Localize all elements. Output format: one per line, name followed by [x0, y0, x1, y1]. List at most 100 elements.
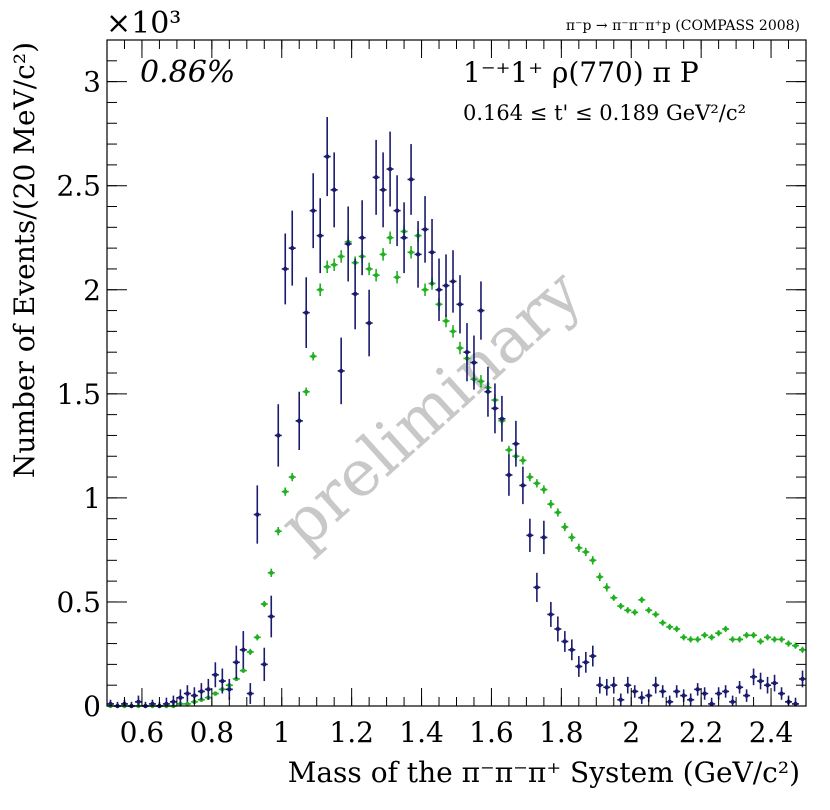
- marker: [681, 693, 686, 698]
- data-point-navy: [470, 335, 478, 390]
- marker: [450, 279, 456, 284]
- marker: [758, 678, 763, 684]
- marker: [185, 691, 190, 696]
- data-point-green: [729, 636, 737, 643]
- data-point-navy: [260, 647, 268, 682]
- data-point-navy: [764, 676, 772, 694]
- data-point-navy: [708, 697, 716, 707]
- marker: [457, 302, 463, 307]
- marker: [422, 227, 428, 232]
- marker: [478, 379, 484, 384]
- marker: [674, 689, 679, 694]
- marker: [506, 447, 512, 453]
- data-point-green: [372, 268, 380, 282]
- marker: [262, 662, 267, 667]
- data-point-green: [274, 527, 282, 536]
- data-point-green: [316, 283, 324, 296]
- data-point-green: [645, 607, 653, 614]
- marker: [569, 647, 575, 653]
- marker: [555, 626, 561, 632]
- data-point-navy: [778, 687, 786, 700]
- marker: [793, 643, 798, 648]
- marker: [429, 250, 435, 255]
- marker: [646, 693, 651, 698]
- marker: [667, 624, 672, 630]
- marker: [317, 287, 323, 292]
- marker: [380, 187, 386, 193]
- marker: [338, 368, 344, 374]
- data-point-green: [393, 271, 401, 284]
- data-point-green: [449, 325, 457, 338]
- marker: [716, 630, 721, 636]
- x-tick-label: 2.4: [749, 716, 794, 749]
- marker: [269, 570, 274, 575]
- data-point-green: [603, 583, 611, 592]
- data-point-navy: [582, 651, 590, 673]
- marker: [744, 693, 749, 698]
- data-point-green: [533, 479, 541, 488]
- data-point-navy: [225, 678, 233, 700]
- data-point-navy: [379, 152, 387, 228]
- data-point-navy: [148, 699, 156, 707]
- marker: [408, 250, 414, 255]
- marker: [660, 620, 665, 625]
- data-point-green: [659, 619, 667, 626]
- marker: [737, 637, 742, 642]
- marker: [618, 603, 623, 609]
- data-point-navy: [386, 131, 394, 207]
- marker: [520, 458, 526, 463]
- marker: [394, 275, 400, 280]
- data-point-navy: [211, 662, 219, 688]
- data-point-green: [260, 600, 268, 608]
- marker: [352, 291, 358, 297]
- marker: [653, 612, 658, 617]
- data-point-navy: [456, 275, 464, 334]
- data-point-green: [288, 472, 296, 482]
- data-point-navy: [659, 685, 667, 698]
- data-point-navy: [526, 518, 534, 552]
- data-point-navy: [729, 695, 737, 706]
- marker: [653, 682, 658, 688]
- data-point-navy: [351, 258, 359, 330]
- marker: [793, 701, 798, 707]
- data-point-navy: [463, 323, 471, 382]
- marker: [345, 241, 351, 247]
- marker: [730, 637, 735, 642]
- marker: [366, 266, 372, 272]
- data-point-green: [526, 472, 534, 482]
- marker: [304, 389, 309, 394]
- data-point-green: [253, 634, 261, 641]
- data-point-green: [771, 636, 779, 643]
- marker: [255, 512, 260, 517]
- marker: [611, 682, 616, 688]
- data-point-navy: [309, 173, 317, 249]
- marker: [534, 481, 540, 486]
- data-point-green: [561, 522, 569, 532]
- data-point-navy: [106, 699, 114, 707]
- y-axis-title: Number of Events/(20 MeV/c²): [8, 42, 41, 478]
- marker: [688, 637, 693, 642]
- marker: [290, 474, 295, 480]
- data-point-navy: [540, 520, 548, 555]
- marker: [527, 474, 533, 480]
- marker: [702, 691, 707, 696]
- marker: [171, 699, 176, 705]
- data-point-green: [750, 632, 758, 639]
- marker: [359, 235, 365, 240]
- marker: [772, 680, 777, 686]
- data-point-navy: [421, 196, 429, 263]
- data-point-green: [505, 445, 513, 455]
- marker: [569, 535, 575, 540]
- data-point-green: [589, 556, 597, 565]
- data-point-green: [309, 352, 317, 361]
- marker: [478, 308, 484, 313]
- marker: [723, 626, 728, 632]
- marker: [751, 633, 756, 638]
- marker: [702, 633, 707, 638]
- y-tick-label: 3: [83, 66, 101, 99]
- data-point-green: [267, 568, 275, 577]
- marker: [604, 585, 609, 590]
- data-point-navy: [547, 601, 555, 627]
- marker: [471, 360, 477, 365]
- marker: [548, 501, 554, 507]
